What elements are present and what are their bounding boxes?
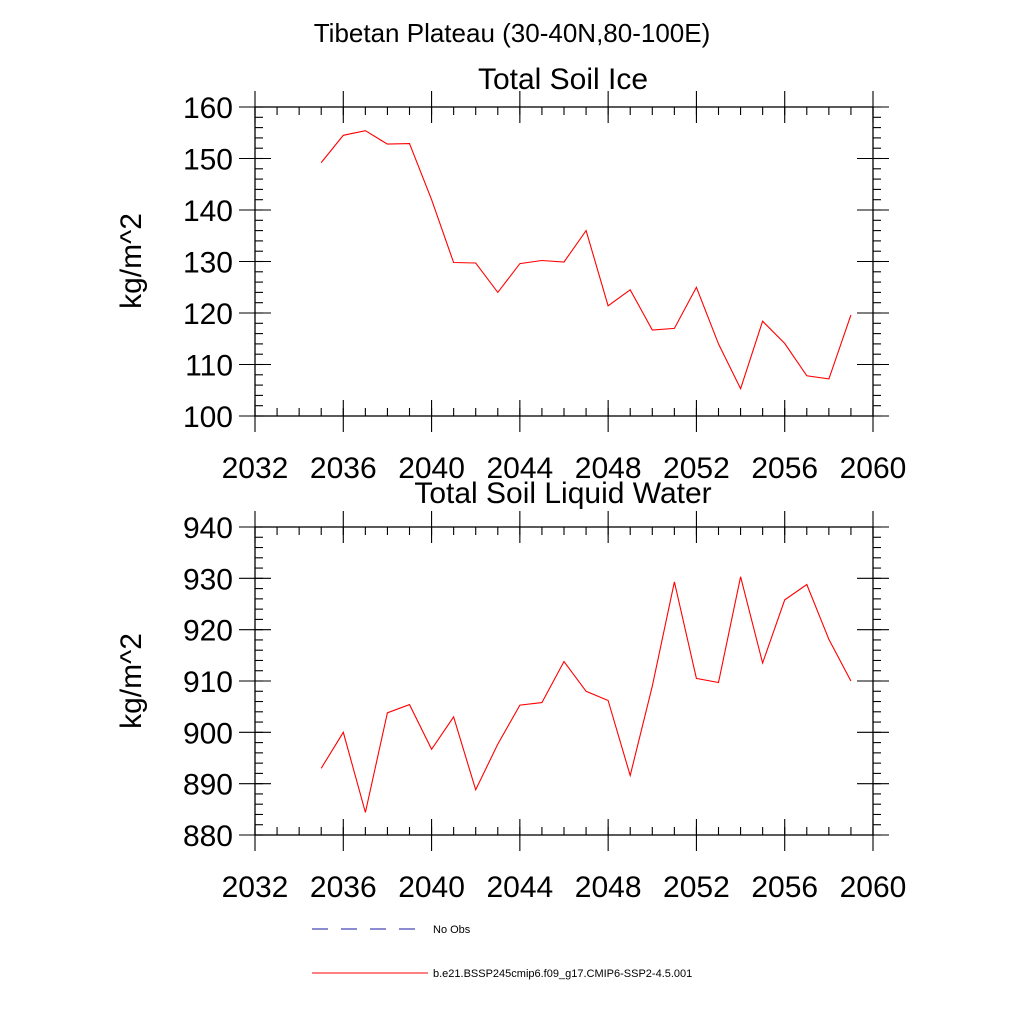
x-tick-label: 2040	[398, 871, 465, 904]
series-line	[320, 130, 852, 391]
legend: No Obs b.e21.BSSP245cmip6.f09_g17.CMIP6-S…	[312, 924, 692, 980]
y-tick-label: 930	[183, 563, 233, 596]
y-tick-label: 910	[183, 666, 233, 699]
x-tick-label: 2044	[486, 871, 553, 904]
y-tick-label: 920	[183, 615, 233, 648]
y-tick-label: 880	[183, 820, 233, 853]
x-tick-label: 2056	[751, 871, 818, 904]
y-axis-label: kg/m^2	[115, 213, 148, 309]
y-tick-label: 890	[183, 769, 233, 802]
legend-label: No Obs	[433, 924, 471, 936]
legend-label: b.e21.BSSP245cmip6.f09_g17.CMIP6-SSP2-4.…	[433, 968, 692, 980]
y-tick-label: 140	[183, 195, 233, 228]
series-line	[320, 576, 852, 813]
figure-title: Tibetan Plateau (30-40N,80-100E)	[314, 18, 711, 48]
y-tick-label: 130	[183, 247, 233, 280]
chart-title: Total Soil Ice	[478, 63, 648, 96]
panel-total-soil-ice: Total Soil Ice kg/m^2 2032 2036 2040 2044 20…	[115, 63, 906, 485]
y-axis-label: kg/m^2	[115, 633, 148, 729]
x-tick-label: 2032	[222, 452, 289, 485]
plot-frame	[254, 526, 874, 836]
x-tick-label: 2032	[222, 871, 289, 904]
y-tick-label: 900	[183, 717, 233, 750]
y-tick-label: 940	[183, 512, 233, 545]
x-tick-label: 2048	[575, 871, 642, 904]
y-tick-label: 120	[183, 298, 233, 331]
chart-title: Total Soil Liquid Water	[414, 477, 711, 510]
x-tick-label: 2060	[840, 452, 907, 485]
x-tick-label: 2052	[663, 871, 730, 904]
x-tick-label: 2052	[663, 452, 730, 485]
x-tick-label: 2044	[486, 452, 553, 485]
panel-total-soil-liquid-water: Total Soil Liquid Water kg/m^2 2032 2036 2…	[115, 477, 906, 904]
x-tick-label: 2036	[310, 452, 377, 485]
y-tick-label: 100	[183, 401, 233, 434]
y-tick-label: 160	[183, 92, 233, 125]
x-tick-label: 2036	[310, 871, 377, 904]
x-tick-label: 2048	[575, 452, 642, 485]
x-tick-label: 2056	[751, 452, 818, 485]
x-tick-label: 2040	[398, 452, 465, 485]
x-tick-label: 2060	[840, 871, 907, 904]
y-tick-label: 110	[185, 350, 233, 383]
y-tick-label: 150	[183, 144, 233, 177]
